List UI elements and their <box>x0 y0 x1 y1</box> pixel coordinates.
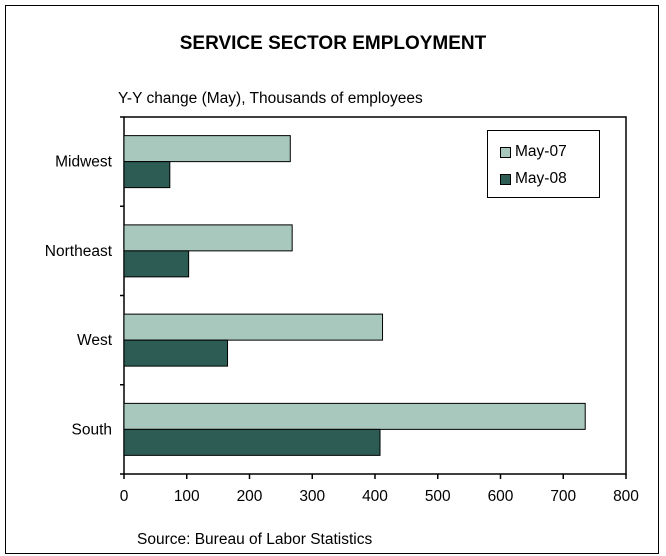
x-tick-label: 0 <box>120 488 129 505</box>
bar-northeast-series-1 <box>123 224 293 252</box>
bar-midwest-series-2 <box>123 161 171 189</box>
legend-swatch-series-1 <box>500 146 511 158</box>
x-tick-label: 500 <box>425 488 451 505</box>
bar-northeast-series-2 <box>123 250 190 278</box>
chart-title: SERVICE SECTOR EMPLOYMENT <box>179 33 487 54</box>
x-tick-label: 800 <box>613 488 639 505</box>
x-tick-label: 600 <box>488 488 514 505</box>
source-note: Source: Bureau of Labor Statistics <box>137 531 373 548</box>
legend-label-series-1: May-07 <box>515 143 567 160</box>
legend-item-series-1: May-07 <box>500 143 567 161</box>
bar-south-series-2 <box>123 428 381 456</box>
chart-subtitle: Y-Y change (May), Thousands of employees <box>118 90 423 107</box>
x-tick-label: 400 <box>362 488 388 505</box>
bar-west-series-1 <box>123 313 384 341</box>
y-tick-label: South <box>71 421 112 438</box>
y-tick-label: Midwest <box>55 154 113 171</box>
bar-midwest-series-1 <box>123 135 291 163</box>
bar-south-series-1 <box>123 402 586 430</box>
y-tick-label: West <box>77 332 113 349</box>
chart-frame <box>5 5 659 554</box>
legend-swatch-series-2 <box>500 173 511 185</box>
legend: May-07 May-08 <box>487 130 600 198</box>
legend-label-series-2: May-08 <box>515 170 567 187</box>
x-tick-label: 100 <box>174 488 200 505</box>
bar-west-series-2 <box>123 339 229 367</box>
x-tick-label: 200 <box>237 488 263 505</box>
x-tick-label: 300 <box>299 488 325 505</box>
y-tick-label: Northeast <box>45 243 113 260</box>
legend-item-series-2: May-08 <box>500 170 567 188</box>
x-tick-label: 700 <box>550 488 576 505</box>
